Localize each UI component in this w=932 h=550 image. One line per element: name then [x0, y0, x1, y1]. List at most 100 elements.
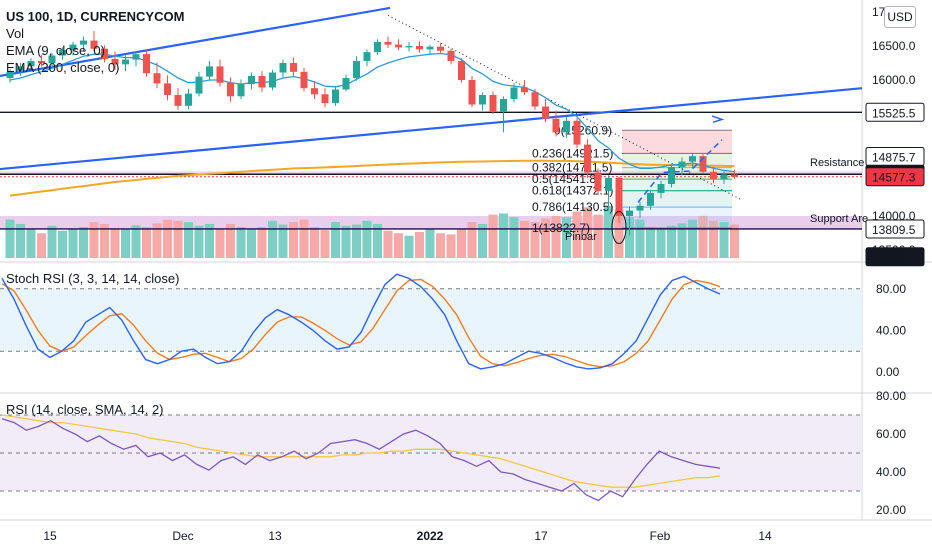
candle-body	[594, 172, 602, 191]
time-axis-tick: 2022	[417, 529, 444, 543]
fib-level-label: 1(13822.7)	[532, 221, 590, 235]
candle-body	[426, 46, 434, 50]
volume-bar	[121, 229, 130, 258]
fib-level-label: 0.5(14541.8)	[532, 172, 600, 186]
volume-bar	[709, 220, 718, 258]
time-axis-tick: Dec	[172, 529, 193, 543]
candle-body	[206, 66, 213, 77]
volume-bar	[436, 233, 445, 258]
volume-bar	[299, 219, 309, 258]
fib-level-label: 0(15260.9)	[554, 123, 612, 137]
candle-body	[143, 54, 150, 74]
candle-body	[321, 94, 329, 104]
candle-body	[311, 88, 318, 95]
candle-body	[248, 75, 255, 85]
candle-body	[90, 40, 98, 49]
volume-bar	[268, 220, 277, 258]
volume-bar	[499, 213, 508, 258]
candle-body	[500, 99, 507, 112]
volume-bar	[656, 228, 666, 258]
price-badge	[865, 247, 925, 267]
volume-bar	[646, 227, 655, 258]
price-badge-label: 14875.7	[872, 150, 916, 164]
volume-bar	[562, 217, 571, 258]
volume-bar	[215, 228, 225, 258]
volume-bar	[457, 228, 466, 258]
ema9-line	[9, 52, 735, 173]
volume-bar	[520, 220, 529, 258]
candle-body	[699, 156, 707, 172]
volume-bar	[205, 223, 214, 258]
volume-bar	[572, 211, 582, 258]
volume-bar	[425, 229, 435, 258]
price-badge-label: 13809.5	[872, 223, 916, 237]
pinbar-label: Pinbar	[565, 231, 597, 243]
volume-bar	[635, 219, 645, 258]
rsi-line	[1, 418, 721, 502]
volume-bar	[247, 229, 256, 258]
volume-bar	[478, 223, 487, 258]
candle-body	[342, 77, 350, 90]
rsi-axis-tick: 20.00	[876, 503, 906, 517]
volume-bar	[131, 225, 141, 258]
fib-level-label: 0.236(14921.5)	[532, 146, 613, 160]
fib-zone	[622, 130, 732, 154]
candle-body	[531, 92, 539, 107]
candle-body	[122, 59, 129, 65]
volume-bar	[394, 233, 403, 258]
volume-bar	[47, 225, 57, 258]
candle-body	[626, 210, 633, 216]
volume-bar	[16, 223, 25, 258]
pinbar-circle	[611, 211, 627, 245]
volume-bar	[142, 227, 151, 258]
rsi-axis-tick: 40.00	[876, 465, 906, 479]
candle-body	[132, 54, 140, 60]
chart-legend: US 100, 1D, CURRENCYCOM Vol EMA (9, clos…	[6, 8, 184, 76]
volume-bar	[719, 222, 729, 258]
candle-body	[479, 94, 486, 105]
volume-bar	[100, 223, 109, 258]
candle-body	[6, 71, 14, 78]
volume-legend: Vol	[6, 26, 25, 41]
candle-body	[332, 89, 339, 104]
candle-body	[731, 174, 738, 177]
price-badge-label: 13399.9	[872, 251, 916, 265]
ema200-line	[9, 159, 735, 197]
candle-body	[510, 87, 518, 100]
time-axis-tick: 15	[43, 529, 57, 543]
volume-bar	[310, 227, 319, 258]
candle-body	[384, 41, 392, 45]
volume-bar	[541, 218, 550, 258]
volume-bar	[488, 214, 498, 258]
candle-body	[584, 144, 591, 173]
rsi-sma-line	[1, 414, 721, 488]
volume-bar	[583, 207, 592, 258]
candle-body	[353, 60, 360, 78]
candle-body	[27, 60, 35, 67]
volume-bar	[373, 223, 382, 258]
candle-body	[416, 46, 423, 50]
candle-body	[468, 80, 476, 105]
support-label: Support Are	[810, 213, 868, 225]
candle-body	[458, 60, 465, 80]
volume-bar	[152, 223, 162, 258]
candle-body	[720, 174, 728, 180]
volume-bar	[320, 230, 330, 258]
volume-bar	[614, 209, 624, 258]
candle-body	[678, 161, 686, 168]
candle-body	[269, 72, 276, 88]
candle-body	[542, 106, 549, 119]
volume-bar	[5, 219, 15, 258]
candle-body	[59, 50, 66, 56]
candle-body	[164, 83, 171, 95]
volume-bar	[278, 224, 288, 258]
symbol-title: US 100, 1D, CURRENCYCOM	[6, 9, 185, 24]
candle-body	[258, 75, 266, 88]
resistance-zone	[0, 171, 862, 175]
fib-level-label: 0.618(14372.1)	[532, 184, 613, 198]
volume-bar	[625, 217, 634, 258]
candle-body	[447, 50, 455, 61]
price-badge	[865, 102, 925, 122]
currency-button[interactable]: USD	[884, 6, 916, 28]
